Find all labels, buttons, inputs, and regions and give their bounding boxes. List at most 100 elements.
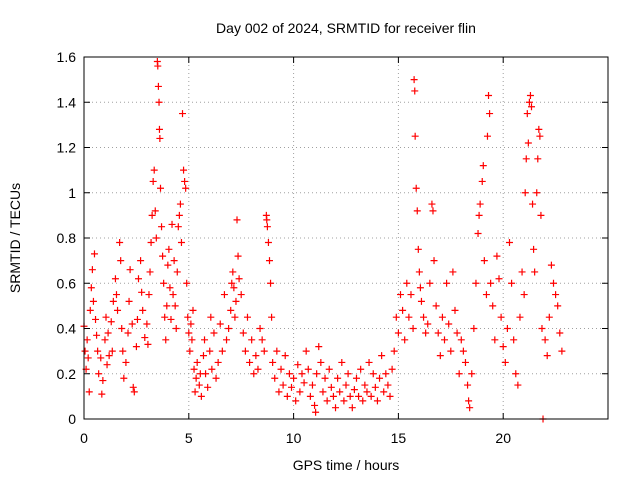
data-point <box>233 216 241 224</box>
data-point <box>476 200 484 208</box>
y-tick-label: 1.4 <box>57 94 77 110</box>
data-point <box>98 390 106 398</box>
x-tick-labels: 0 5 10 15 20 <box>80 430 511 446</box>
data-point <box>367 392 375 400</box>
data-point <box>130 388 138 396</box>
data-point <box>536 132 544 140</box>
data-point <box>369 370 377 378</box>
data-point <box>449 268 457 276</box>
data-point <box>426 279 434 287</box>
data-point <box>474 229 482 237</box>
data-point <box>342 381 350 389</box>
y-tick-label: 0.2 <box>57 366 77 382</box>
data-point <box>520 291 528 299</box>
data-point <box>116 239 124 247</box>
data-point <box>151 207 159 215</box>
data-point <box>325 365 333 373</box>
data-point <box>361 381 369 389</box>
data-point <box>294 361 302 369</box>
data-point <box>199 352 207 360</box>
data-point <box>479 162 487 170</box>
data-point <box>554 302 562 310</box>
data-point <box>143 320 151 328</box>
data-point <box>447 347 455 355</box>
data-point <box>144 340 152 348</box>
data-point <box>422 329 430 337</box>
data-point <box>250 370 258 378</box>
data-point <box>409 325 417 332</box>
data-point <box>181 177 189 185</box>
data-point <box>109 297 117 305</box>
data-point <box>355 392 363 400</box>
x-tick-label: 10 <box>286 430 302 446</box>
data-point <box>312 408 320 416</box>
data-point <box>160 279 168 287</box>
data-point <box>168 220 176 228</box>
x-axis-label: GPS time / hours <box>293 457 400 473</box>
grid-lines <box>84 57 608 419</box>
data-point <box>384 381 392 389</box>
data-point <box>382 370 390 378</box>
data-point <box>378 352 386 360</box>
data-point <box>334 374 342 382</box>
data-point <box>491 336 499 344</box>
data-point <box>497 313 505 321</box>
data-point <box>558 347 566 355</box>
data-point <box>229 268 237 276</box>
data-point <box>526 91 534 99</box>
data-point <box>210 329 218 337</box>
data-point <box>89 297 97 305</box>
data-point <box>510 336 518 344</box>
data-point <box>268 313 276 321</box>
data-point <box>405 313 413 321</box>
data-point <box>478 177 486 185</box>
y-tick-label: 0.8 <box>57 230 77 246</box>
data-point <box>239 329 247 337</box>
data-point <box>218 347 226 355</box>
data-point <box>177 239 185 247</box>
data-point <box>190 365 198 373</box>
data-point <box>350 386 358 394</box>
data-point <box>388 365 396 373</box>
data-point <box>344 370 352 378</box>
data-point <box>308 381 316 389</box>
data-point <box>413 207 421 215</box>
data-point <box>407 291 415 299</box>
data-point <box>90 250 98 258</box>
data-point <box>392 313 400 321</box>
data-point <box>83 336 91 344</box>
data-point <box>348 404 356 412</box>
data-point <box>171 302 179 310</box>
data-point <box>94 347 102 355</box>
data-point <box>499 343 507 351</box>
data-point <box>315 343 323 351</box>
data-point <box>159 252 167 260</box>
data-point <box>230 284 238 292</box>
data-point <box>464 381 472 389</box>
y-axis-label: SRMTID / TECUs <box>7 183 23 293</box>
data-point <box>114 306 122 314</box>
data-point <box>162 336 170 344</box>
data-point <box>191 388 199 396</box>
data-point <box>283 392 291 400</box>
data-point <box>139 306 147 314</box>
data-point <box>103 361 111 369</box>
data-point <box>216 320 224 328</box>
data-point <box>455 370 463 378</box>
data-point <box>543 352 551 360</box>
data-point <box>417 297 425 305</box>
data-point <box>376 374 384 382</box>
chart-title: Day 002 of 2024, SRMTID for receiver fli… <box>216 20 476 36</box>
data-point <box>138 288 146 296</box>
data-point <box>373 397 381 405</box>
data-point <box>296 388 304 396</box>
data-point <box>234 252 242 260</box>
data-point <box>338 358 346 366</box>
data-point <box>267 279 275 287</box>
data-point <box>150 166 158 174</box>
data-point <box>411 87 419 95</box>
data-point <box>204 383 212 391</box>
data-point <box>436 352 444 360</box>
data-point <box>163 302 171 310</box>
data-point <box>441 336 449 344</box>
